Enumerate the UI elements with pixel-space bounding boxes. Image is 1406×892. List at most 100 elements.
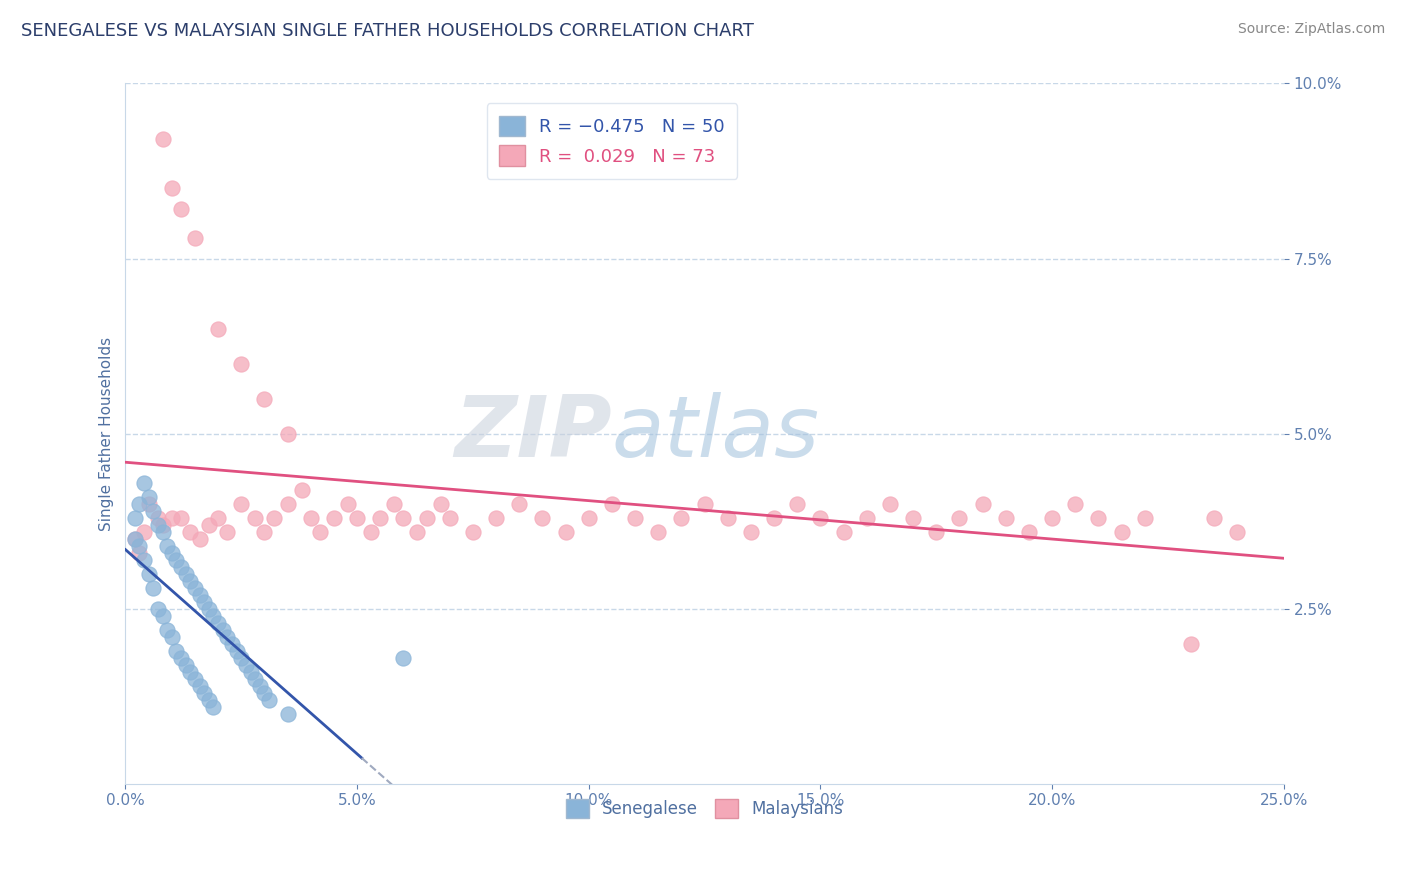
Text: ZIP: ZIP: [454, 392, 612, 475]
Point: [239, 665, 262, 679]
Point: [360, 524, 382, 539]
Point: [299, 510, 322, 524]
Text: atlas: atlas: [612, 392, 820, 475]
Point: [1204, 510, 1226, 524]
Point: [392, 650, 415, 665]
Point: [717, 510, 740, 524]
Point: [124, 510, 146, 524]
Point: [392, 510, 415, 524]
Point: [309, 524, 332, 539]
Point: [179, 665, 201, 679]
Point: [152, 132, 174, 146]
Point: [170, 510, 193, 524]
Point: [336, 497, 359, 511]
Point: [231, 650, 253, 665]
Point: [406, 524, 429, 539]
Point: [1133, 510, 1156, 524]
Point: [1226, 524, 1249, 539]
Point: [142, 503, 165, 517]
Point: [211, 623, 233, 637]
Point: [165, 643, 187, 657]
Point: [832, 524, 855, 539]
Point: [156, 539, 179, 553]
Point: [221, 637, 243, 651]
Point: [277, 426, 299, 441]
Point: [1180, 637, 1202, 651]
Point: [207, 510, 229, 524]
Point: [138, 490, 160, 504]
Point: [179, 524, 201, 539]
Point: [624, 510, 647, 524]
Point: [508, 497, 530, 511]
Point: [253, 392, 276, 406]
Y-axis label: Single Father Households: Single Father Households: [100, 336, 114, 531]
Point: [193, 595, 215, 609]
Point: [174, 566, 197, 581]
Point: [217, 630, 239, 644]
Point: [156, 623, 179, 637]
Point: [578, 510, 600, 524]
Point: [160, 181, 183, 195]
Point: [174, 657, 197, 672]
Point: [132, 524, 155, 539]
Point: [879, 497, 901, 511]
Point: [368, 510, 391, 524]
Point: [263, 510, 285, 524]
Point: [461, 524, 484, 539]
Point: [763, 510, 786, 524]
Point: [253, 524, 276, 539]
Point: [124, 532, 146, 546]
Point: [554, 524, 576, 539]
Point: [146, 517, 169, 532]
Point: [132, 552, 155, 566]
Point: [207, 615, 229, 630]
Point: [323, 510, 346, 524]
Point: [184, 230, 207, 244]
Legend: Senegalese, Malaysians: Senegalese, Malaysians: [560, 792, 851, 824]
Point: [647, 524, 669, 539]
Point: [429, 497, 451, 511]
Point: [810, 510, 832, 524]
Point: [128, 539, 150, 553]
Point: [124, 532, 146, 546]
Point: [188, 532, 211, 546]
Point: [146, 601, 169, 615]
Point: [160, 546, 183, 560]
Point: [855, 510, 877, 524]
Point: [198, 601, 221, 615]
Point: [1064, 497, 1087, 511]
Point: [994, 510, 1017, 524]
Point: [152, 608, 174, 623]
Point: [1087, 510, 1109, 524]
Text: Source: ZipAtlas.com: Source: ZipAtlas.com: [1237, 22, 1385, 37]
Point: [245, 510, 267, 524]
Point: [188, 588, 211, 602]
Point: [382, 497, 405, 511]
Point: [160, 510, 183, 524]
Point: [152, 524, 174, 539]
Point: [1111, 524, 1133, 539]
Point: [740, 524, 762, 539]
Point: [415, 510, 437, 524]
Point: [253, 686, 276, 700]
Point: [786, 497, 808, 511]
Point: [142, 581, 165, 595]
Point: [152, 517, 174, 532]
Point: [485, 510, 508, 524]
Point: [257, 692, 280, 706]
Point: [439, 510, 461, 524]
Point: [1018, 524, 1040, 539]
Point: [198, 517, 221, 532]
Point: [193, 686, 215, 700]
Point: [128, 546, 150, 560]
Point: [179, 574, 201, 588]
Text: SENEGALESE VS MALAYSIAN SINGLE FATHER HOUSEHOLDS CORRELATION CHART: SENEGALESE VS MALAYSIAN SINGLE FATHER HO…: [21, 22, 754, 40]
Point: [202, 699, 225, 714]
Point: [600, 497, 623, 511]
Point: [146, 510, 169, 524]
Point: [202, 608, 225, 623]
Point: [290, 483, 312, 497]
Point: [188, 679, 211, 693]
Point: [1040, 510, 1063, 524]
Point: [693, 497, 716, 511]
